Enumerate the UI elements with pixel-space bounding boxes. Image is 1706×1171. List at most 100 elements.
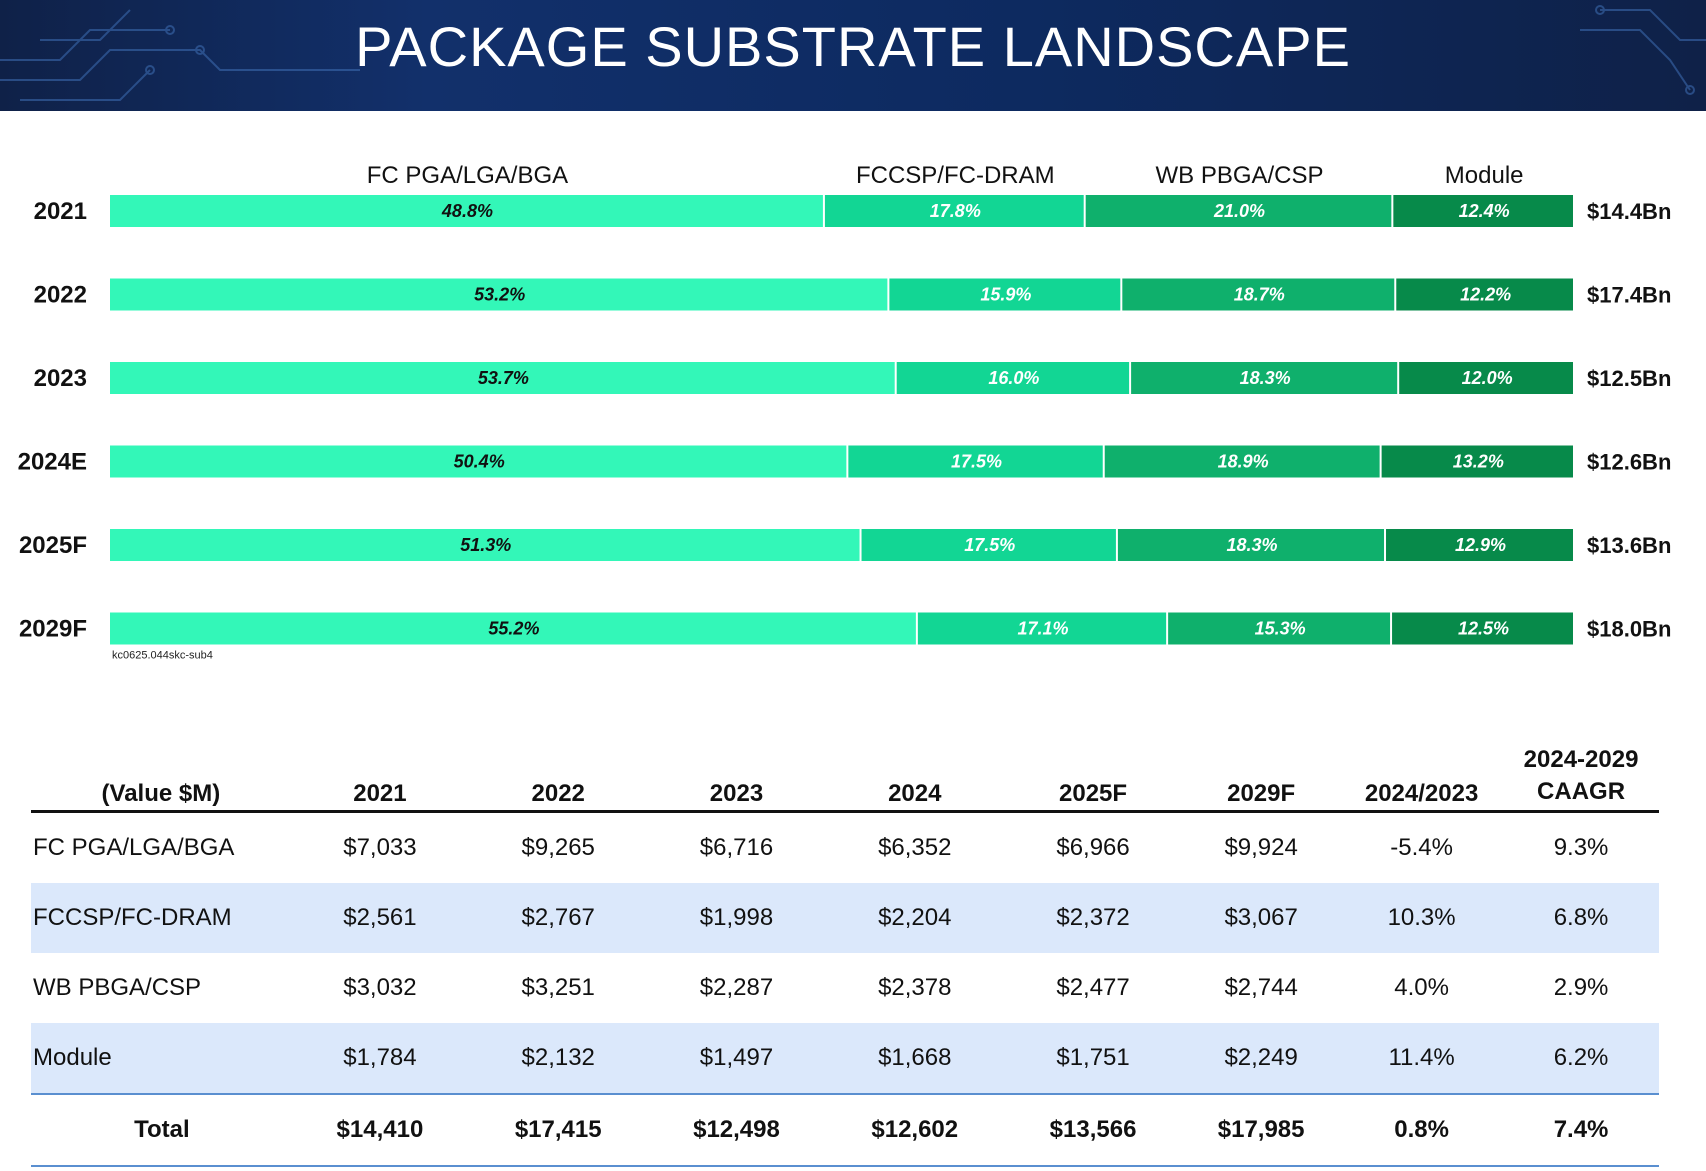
header-2029f: 2029F <box>1182 740 1341 813</box>
data-label: 12.0% <box>1462 368 1513 388</box>
bar-segment <box>1131 362 1398 394</box>
data-label: 17.5% <box>964 535 1015 555</box>
table-cell: $7,033 <box>343 834 417 861</box>
data-label: 50.4% <box>454 452 505 472</box>
table-cell: $1,998 <box>647 883 826 953</box>
table-total-row: Total $14,410 $17,415 $12,498 $12,602 $1… <box>31 1093 1659 1167</box>
table-cell: 9.3% <box>1553 834 1609 861</box>
total-label: $12.5Bn <box>1587 366 1671 391</box>
total-label: $14.4Bn <box>1587 199 1671 224</box>
table-cell: $1,751 <box>1003 1023 1183 1094</box>
bar-segment <box>110 278 888 311</box>
data-label: 12.5% <box>1458 619 1509 639</box>
data-label: 51.3% <box>460 535 511 555</box>
total-cell: $14,410 <box>290 1093 470 1167</box>
total-cell: 0.8% <box>1340 1093 1504 1167</box>
total-cell: $17,985 <box>1182 1093 1341 1167</box>
table-row: WB PBGA/CSP $3,032 $3,251 $2,287 $2,378 … <box>31 953 1659 1023</box>
table-cell: 11.4% <box>1340 1023 1504 1094</box>
data-label: 18.3% <box>1240 368 1291 388</box>
table-cell: $6,716 <box>699 834 774 861</box>
total-cell: $12,498 <box>647 1093 826 1167</box>
table-cell: $2,477 <box>1056 974 1130 1001</box>
table-cell: $9,924 <box>1224 834 1298 861</box>
table-cell: $2,561 <box>290 883 470 953</box>
table-cell: $1,784 <box>290 1023 470 1094</box>
row-name: FCCSP/FC-DRAM <box>31 883 291 953</box>
page-title: PACKAGE SUBSTRATE LANDSCAPE <box>355 15 1351 78</box>
bar-segment <box>110 362 895 394</box>
row-name: WB PBGA/CSP <box>33 974 202 1001</box>
table-cell: $3,251 <box>521 974 595 1001</box>
value-table: (Value $M) 2021 2022 2023 2024 2025F 202… <box>31 740 1659 1167</box>
data-label: 15.9% <box>980 285 1031 305</box>
bar-segment <box>110 612 916 645</box>
data-label: 12.4% <box>1459 201 1510 221</box>
table-cell: $2,767 <box>469 883 648 953</box>
bar-segment <box>110 195 823 227</box>
table-cell: $2,249 <box>1182 1023 1341 1094</box>
bar-segment <box>1381 445 1573 478</box>
data-label: 48.8% <box>441 201 493 221</box>
header-2024: 2024 <box>825 740 1004 813</box>
data-label: 12.2% <box>1460 285 1511 305</box>
table-cell: $2,372 <box>1003 883 1183 953</box>
table-cell: -5.4% <box>1390 834 1453 861</box>
table-cell: $1,668 <box>825 1023 1004 1094</box>
legend-label: Module <box>1445 162 1524 189</box>
table-cell: $3,067 <box>1182 883 1341 953</box>
year-label: 2023 <box>34 365 87 392</box>
legend-label: FC PGA/LGA/BGA <box>367 162 568 189</box>
bar-segment <box>1393 195 1573 227</box>
bar-segment <box>1386 529 1573 561</box>
source-note: kc0625.044skc-sub4 <box>112 650 213 662</box>
table-cell: 4.0% <box>1394 974 1449 1001</box>
header-2021: 2021 <box>290 740 470 813</box>
total-label: $12.6Bn <box>1587 450 1671 475</box>
total-label: $13.6Bn <box>1587 533 1671 558</box>
header-2022: 2022 <box>469 740 648 813</box>
header-2025f: 2025F <box>1003 740 1183 813</box>
table-cell: 10.3% <box>1340 883 1504 953</box>
table-row: Module $1,784 $2,132 $1,497 $1,668 $1,75… <box>31 1023 1659 1094</box>
table-cell: $6,352 <box>878 834 952 861</box>
data-label: 15.3% <box>1255 619 1306 639</box>
data-label: 18.3% <box>1226 535 1277 555</box>
table-row: FCCSP/FC-DRAM $2,561 $2,767 $1,998 $2,20… <box>31 883 1659 953</box>
bar-segment <box>889 278 1121 311</box>
title-banner: PACKAGE SUBSTRATE LANDSCAPE <box>0 0 1706 111</box>
table-cell: 6.8% <box>1503 883 1659 953</box>
total-label: Total <box>31 1093 291 1167</box>
total-cell: $17,415 <box>469 1093 648 1167</box>
table-cell: $2,287 <box>699 974 774 1001</box>
legend-label: WB PBGA/CSP <box>1155 162 1323 189</box>
table-cell: $9,265 <box>521 834 595 861</box>
row-name: Module <box>31 1023 291 1094</box>
total-cell: 7.4% <box>1503 1093 1659 1167</box>
data-label: 55.2% <box>488 619 539 639</box>
stacked-bar-chart: FC PGA/LGA/BGA FCCSP/FC-DRAM WB PBGA/CSP Mo… <box>18 162 1672 662</box>
bar-segment <box>1117 529 1385 561</box>
data-label: 53.7% <box>478 368 529 388</box>
table-cell: $2,744 <box>1224 974 1298 1001</box>
table-cell: $1,497 <box>647 1023 826 1094</box>
bar-segment <box>824 195 1084 227</box>
legend-label: FCCSP/FC-DRAM <box>856 162 1055 189</box>
bar-segment <box>917 612 1167 645</box>
table-cell: $2,132 <box>469 1023 648 1094</box>
header-2023: 2023 <box>647 740 826 813</box>
bar-segment <box>110 529 860 561</box>
data-label: 12.9% <box>1455 535 1506 555</box>
table-cell: $2,378 <box>878 974 952 1001</box>
circuit-decoration <box>0 5 1706 101</box>
table-cell: 2.9% <box>1553 974 1609 1001</box>
bar-segment <box>1085 195 1392 227</box>
header-caagr: 2024-2029 CAAGR <box>1503 740 1659 813</box>
year-label: 2029F <box>19 616 87 643</box>
table-cell: 6.2% <box>1503 1023 1659 1094</box>
bar-segment <box>1122 278 1395 311</box>
total-cell: $12,602 <box>825 1093 1004 1167</box>
table-row: FC PGA/LGA/BGA $7,033 $9,265 $6,716 $6,3… <box>31 812 1659 884</box>
total-cell: $13,566 <box>1003 1093 1183 1167</box>
data-table: (Value $M) 2021 2022 2023 2024 2025F 202… <box>31 740 1659 1167</box>
